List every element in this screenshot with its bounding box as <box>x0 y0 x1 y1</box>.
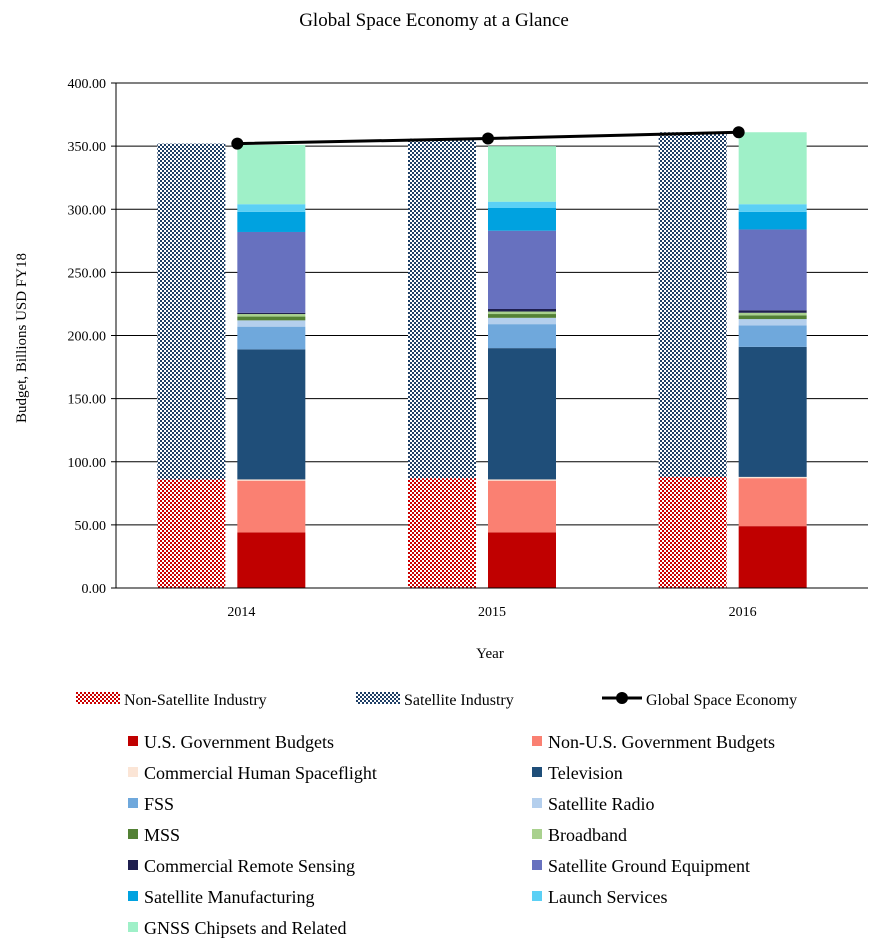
legend-label-satellite-radio: Satellite Radio <box>548 794 654 814</box>
legend-swatch-television <box>532 767 542 777</box>
legend-swatch-satellite-industry <box>356 692 400 704</box>
bar-television-2015 <box>488 348 556 480</box>
bar-broadband-2014 <box>237 314 306 317</box>
bar-satellite-ground-equipment-2015 <box>488 230 556 309</box>
legend-label-broadband: Broadband <box>548 825 627 845</box>
bar-commercial-remote-sensing-2014 <box>237 312 306 315</box>
bar-gnss-chipsets-and-related-2014 <box>237 144 306 205</box>
bar-u-s-government-budgets-2016 <box>738 526 807 588</box>
legend-swatch-mss <box>128 829 138 839</box>
bar-satellite-ground-equipment-2016 <box>738 229 807 311</box>
legend-swatch-non-u-s-government-budgets <box>532 736 542 746</box>
bar-commercial-human-spaceflight-2014 <box>237 479 306 481</box>
legend-label-satellite-manufacturing: Satellite Manufacturing <box>144 887 314 907</box>
bar-satellite-industry-2014 <box>157 143 226 480</box>
bar-satellite-radio-2016 <box>738 319 807 326</box>
y-tick-label: 350.00 <box>68 140 107 155</box>
legend-label-non-satellite-industry: Non-Satellite Industry <box>124 692 267 709</box>
x-tick-label: 2015 <box>478 605 506 620</box>
legend-label-commercial-human-spaceflight: Commercial Human Spaceflight <box>144 763 377 783</box>
y-axis-title: Budget, Billions USD FY18 <box>14 253 30 423</box>
point-global-space-economy-2016 <box>732 126 745 139</box>
bar-gnss-chipsets-and-related-2015 <box>488 146 556 202</box>
legend-swatch-satellite-ground-equipment <box>532 860 542 870</box>
bar-u-s-government-budgets-2015 <box>488 532 556 588</box>
legend-swatch-satellite-manufacturing <box>128 891 138 901</box>
bar-non-u-s-government-budgets-2015 <box>488 480 556 533</box>
legend-label-global-space-economy: Global Space Economy <box>646 692 797 709</box>
bar-broadband-2015 <box>488 311 556 315</box>
bar-non-satellite-industry-2014 <box>157 479 226 588</box>
bar-satellite-manufacturing-2014 <box>237 211 306 232</box>
y-tick-label: 150.00 <box>68 393 107 408</box>
legend-swatch-satellite-radio <box>532 798 542 808</box>
bar-mss-2016 <box>738 315 807 320</box>
bar-non-satellite-industry-2015 <box>408 478 476 588</box>
legend-label-gnss-chipsets-and-related: GNSS Chipsets and Related <box>144 918 347 938</box>
bar-satellite-radio-2014 <box>237 320 306 327</box>
legend-label-satellite-ground-equipment: Satellite Ground Equipment <box>548 856 750 876</box>
bar-satellite-radio-2015 <box>488 317 556 325</box>
legend-swatch-gnss-chipsets-and-related <box>128 922 138 932</box>
bar-non-u-s-government-budgets-2016 <box>738 478 807 527</box>
x-tick-label: 2014 <box>227 605 255 620</box>
legend-swatch-marker <box>616 692 628 704</box>
point-global-space-economy-2014 <box>231 137 244 150</box>
bar-launch-services-2014 <box>237 204 306 212</box>
legend-label-commercial-remote-sensing: Commercial Remote Sensing <box>144 856 355 876</box>
bar-fss-2015 <box>488 324 556 349</box>
bar-television-2016 <box>738 346 807 477</box>
bar-mss-2015 <box>488 314 556 318</box>
y-tick-label: 200.00 <box>68 330 107 345</box>
point-global-space-economy-2015 <box>482 132 494 145</box>
legend-swatch-u-s-government-budgets <box>128 736 138 746</box>
bar-commercial-human-spaceflight-2015 <box>488 479 556 481</box>
y-tick-label: 400.00 <box>68 77 107 92</box>
legend-label-satellite-industry: Satellite Industry <box>404 692 514 709</box>
bar-launch-services-2016 <box>738 204 807 212</box>
legend-swatch-broadband <box>532 829 542 839</box>
bar-satellite-manufacturing-2015 <box>488 207 556 231</box>
bar-commercial-remote-sensing-2015 <box>488 308 556 312</box>
bar-non-u-s-government-budgets-2014 <box>237 480 306 533</box>
legend-label-u-s-government-budgets: U.S. Government Budgets <box>144 732 334 752</box>
legend-label-non-u-s-government-budgets: Non-U.S. Government Budgets <box>548 732 775 752</box>
y-tick-label: 300.00 <box>68 203 107 218</box>
legend-swatch-non-satellite-industry <box>76 692 120 704</box>
chart-title: Global Space Economy at a Glance <box>299 10 569 31</box>
y-tick-label: 250.00 <box>68 266 107 281</box>
y-tick-label: 50.00 <box>75 519 107 534</box>
bar-mss-2014 <box>237 316 306 321</box>
bar-launch-services-2015 <box>488 201 556 208</box>
x-tick-label: 2016 <box>729 605 757 620</box>
legend-label-television: Television <box>548 763 623 783</box>
bar-satellite-industry-2015 <box>408 138 476 479</box>
bar-fss-2016 <box>738 325 807 347</box>
bar-broadband-2016 <box>738 312 807 316</box>
legend-swatch-launch-services <box>532 891 542 901</box>
bar-commercial-remote-sensing-2016 <box>738 310 807 313</box>
legend-label-fss: FSS <box>144 794 174 814</box>
legend-swatch-fss <box>128 798 138 808</box>
x-axis-title: Year <box>476 646 504 662</box>
y-tick-label: 0.00 <box>82 582 107 597</box>
bar-television-2014 <box>237 349 306 480</box>
bar-commercial-human-spaceflight-2016 <box>738 476 807 479</box>
bar-satellite-ground-equipment-2014 <box>237 231 306 313</box>
bar-non-satellite-industry-2016 <box>658 476 727 588</box>
legend-swatch-commercial-human-spaceflight <box>128 767 138 777</box>
y-tick-label: 100.00 <box>68 456 107 471</box>
bar-u-s-government-budgets-2014 <box>237 532 306 588</box>
bar-satellite-manufacturing-2016 <box>738 211 807 230</box>
legend-swatch-commercial-remote-sensing <box>128 860 138 870</box>
bar-fss-2014 <box>237 326 306 350</box>
bar-satellite-industry-2016 <box>658 132 727 477</box>
bar-gnss-chipsets-and-related-2016 <box>738 132 807 205</box>
legend-label-launch-services: Launch Services <box>548 887 667 907</box>
legend-label-mss: MSS <box>144 825 180 845</box>
